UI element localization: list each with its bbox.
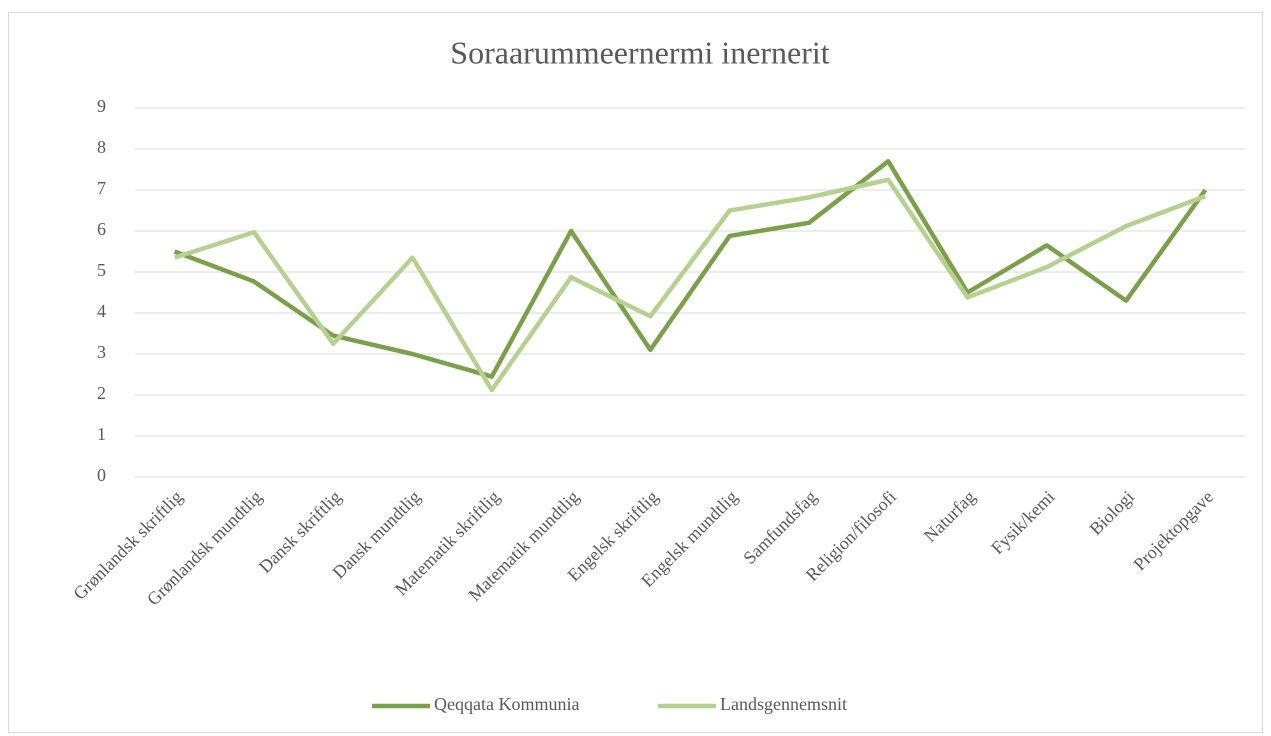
y-tick-label: 4 [97,301,106,321]
y-tick-label: 1 [97,424,106,444]
y-tick-label: 9 [97,96,106,116]
y-tick-label: 6 [97,219,106,239]
y-tick-label: 2 [97,383,106,403]
y-tick-label: 5 [97,260,106,280]
chart-title: Soraarummeernermi inernerit [450,34,830,70]
series-line [173,177,1207,393]
legend-label: Landsgennemsnit [720,694,847,714]
chart-frame [8,12,1263,733]
y-tick-label: 3 [97,342,106,362]
series-line [173,159,1208,379]
legend-label: Qeqqata Kommunia [434,694,579,714]
y-tick-label: 0 [97,465,106,485]
y-tick-label: 7 [97,178,106,198]
y-tick-label: 8 [97,137,106,157]
